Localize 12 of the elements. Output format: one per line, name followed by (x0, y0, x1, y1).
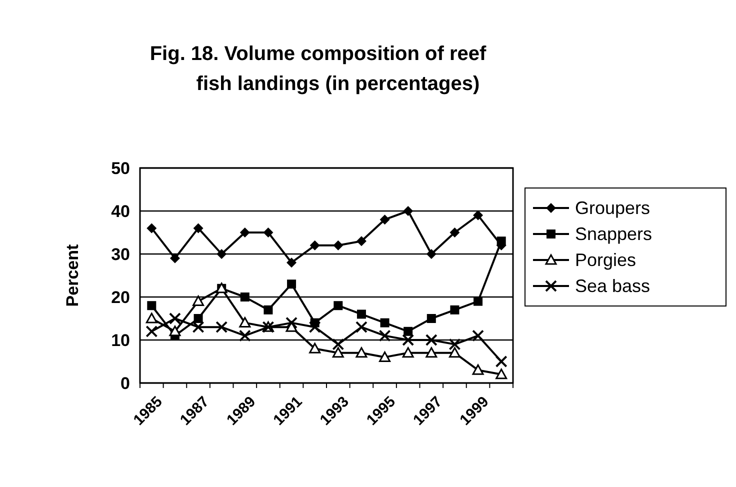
legend-label: Groupers (575, 198, 650, 218)
legend-label: Porgies (575, 250, 636, 270)
y-tick-label: 0 (120, 374, 130, 393)
y-tick-label: 30 (111, 245, 130, 264)
legend-label: Sea bass (575, 276, 650, 296)
y-axis-title: Percent (63, 244, 82, 307)
y-tick-label: 20 (111, 288, 130, 307)
y-tick-label: 50 (111, 159, 130, 178)
chart-title: Fig. 18. Volume composition of reef fish landings (in percentages) (150, 43, 487, 95)
legend-label: Snappers (575, 224, 652, 244)
y-tick-label: 10 (111, 331, 130, 350)
y-tick-label: 40 (111, 202, 130, 221)
